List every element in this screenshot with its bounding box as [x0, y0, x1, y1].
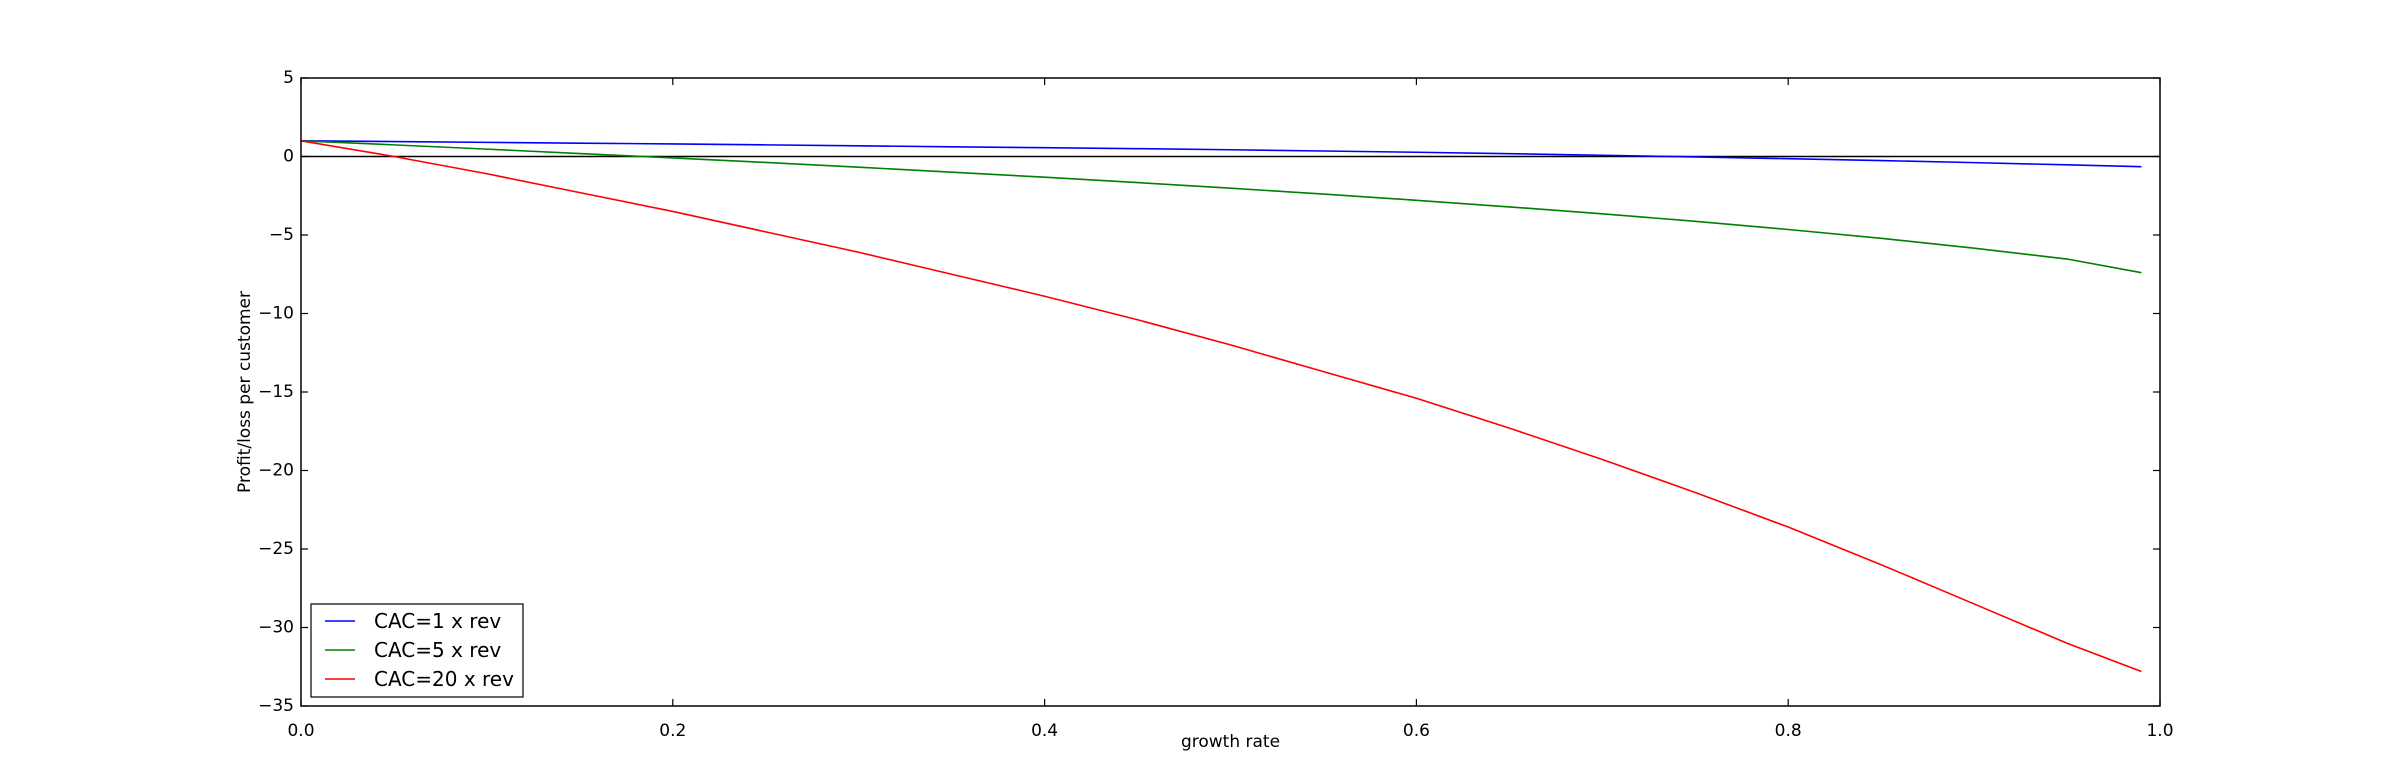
x-tick-label: 0.2 — [659, 721, 686, 741]
y-tick-label: 5 — [283, 68, 294, 88]
y-tick-label: −35 — [258, 696, 294, 716]
x-tick-label: 0.8 — [1775, 721, 1802, 741]
chart-marks — [300, 140, 2160, 673]
x-tick-label: 0.4 — [1031, 721, 1058, 741]
series-line-3 — [300, 140, 2142, 673]
x-tick-label: 0.6 — [1403, 721, 1430, 741]
legend-label-3: CAC=20 x rev — [374, 667, 514, 691]
plot-frame — [300, 77, 2161, 707]
x-tick-label: 1.0 — [2146, 721, 2173, 741]
legend: CAC=1 x rev CAC=5 x rev CAC=20 x rev — [310, 603, 524, 698]
legend-label-2: CAC=5 x rev — [374, 638, 501, 662]
y-tick-label: −15 — [258, 382, 294, 402]
y-tick-label: −20 — [258, 461, 294, 481]
y-tick-label: −25 — [258, 539, 294, 559]
legend-label-1: CAC=1 x rev — [374, 609, 501, 633]
y-tick-label: −5 — [269, 225, 294, 245]
axis-ticks: 0.0 0.2 0.4 0.6 0.8 1.0 5 0 −5 −10 −15 −20 −25 −30 −35 — [258, 68, 2173, 741]
y-tick-label: −10 — [258, 304, 294, 324]
series-line-2 — [300, 140, 2142, 274]
y-axis-title: Profit/loss per customer — [235, 291, 255, 493]
series-line-1 — [300, 140, 2142, 168]
x-axis-title: growth rate — [1181, 732, 1280, 752]
y-tick-label: −30 — [258, 618, 294, 638]
x-tick-label: 0.0 — [287, 721, 314, 741]
y-tick-label: 0 — [283, 147, 294, 167]
